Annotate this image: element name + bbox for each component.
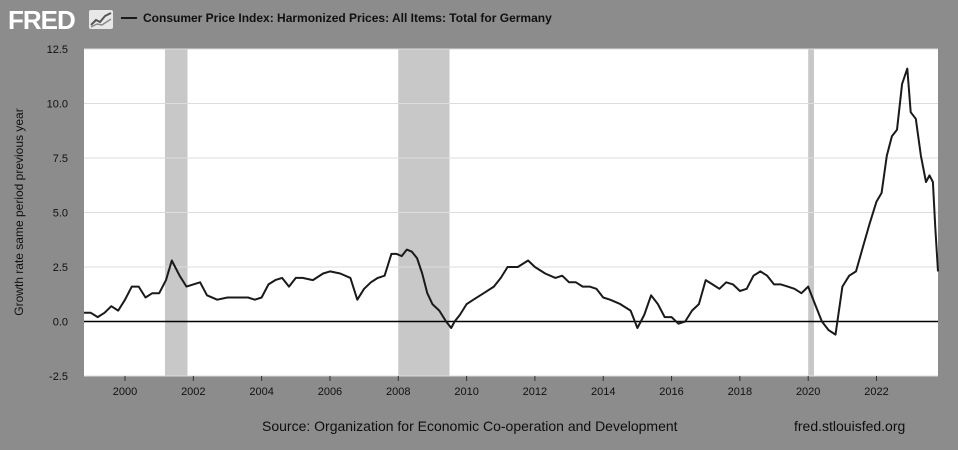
x-axis: 2000 2002 2004 2006 2008 2010 2012 2014 2016 2018… <box>113 376 889 398</box>
legend-label: Consumer Price Index: Harmonized Prices:… <box>143 11 552 25</box>
chart-header: FRED Consumer Price Index: Harmonized Pr… <box>0 0 958 40</box>
legend-line-swatch <box>121 17 137 19</box>
series-line <box>84 67 939 336</box>
x-tick-label: 2002 <box>181 386 205 398</box>
y-tick-label: 7.5 <box>53 153 68 165</box>
source-url[interactable]: fred.stlouisfed.org <box>794 418 906 434</box>
x-tick-label: 2020 <box>796 386 820 398</box>
y-tick-label: 0.0 <box>53 317 68 329</box>
legend: Consumer Price Index: Harmonized Prices:… <box>121 11 552 25</box>
y-axis: -2.5 0.0 2.5 5.0 7.5 10.0 12.5 <box>47 44 68 383</box>
y-tick-label: 12.5 <box>47 44 68 56</box>
x-tick-label: 2016 <box>659 386 683 398</box>
x-tick-label: 2018 <box>728 386 752 398</box>
x-tick-label: 2012 <box>523 386 547 398</box>
y-tick-label: 5.0 <box>53 208 68 220</box>
x-tick-label: 2022 <box>864 386 888 398</box>
source-note: Source: Organization for Economic Co-ope… <box>262 418 678 434</box>
x-tick-label: 2014 <box>591 386 615 398</box>
y-tick-label: 2.5 <box>53 262 68 274</box>
x-tick-label: 2008 <box>386 386 410 398</box>
x-tick-label: 2000 <box>113 386 137 398</box>
y-axis-label: Growth rate same period previous year <box>12 108 26 315</box>
chart-graph-icon <box>89 10 113 29</box>
y-tick-label: 10.0 <box>47 99 68 111</box>
y-tick-label: -2.5 <box>49 371 68 383</box>
fred-logo[interactable]: FRED <box>8 5 76 35</box>
x-tick-label: 2006 <box>318 386 342 398</box>
x-tick-label: 2010 <box>454 386 478 398</box>
x-tick-label: 2004 <box>249 386 273 398</box>
